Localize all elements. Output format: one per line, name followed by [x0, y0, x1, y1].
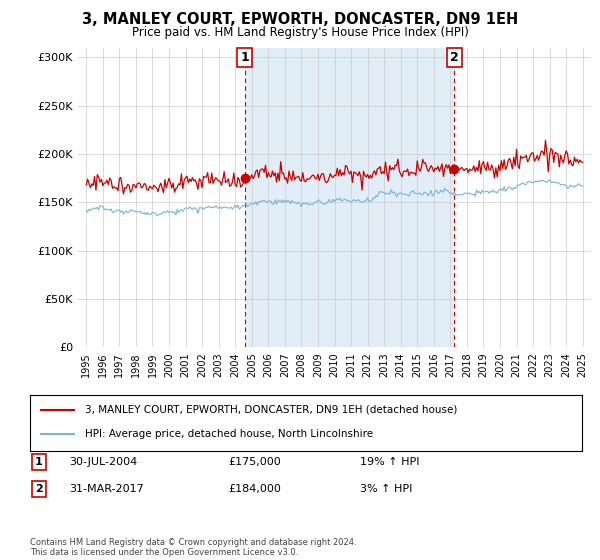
Text: 1: 1 [35, 457, 43, 467]
Bar [245, 48, 454, 347]
Text: 19% ↑ HPI: 19% ↑ HPI [360, 457, 419, 467]
Text: 2: 2 [35, 484, 43, 494]
Text: Price paid vs. HM Land Registry's House Price Index (HPI): Price paid vs. HM Land Registry's House … [131, 26, 469, 39]
Text: HPI: Average price, detached house, North Lincolnshire: HPI: Average price, detached house, Nort… [85, 429, 373, 439]
Text: Contains HM Land Registry data © Crown copyright and database right 2024.
This d: Contains HM Land Registry data © Crown c… [30, 538, 356, 557]
Text: 3, MANLEY COURT, EPWORTH, DONCASTER, DN9 1EH: 3, MANLEY COURT, EPWORTH, DONCASTER, DN9… [82, 12, 518, 27]
Text: £184,000: £184,000 [228, 484, 281, 494]
Text: 3, MANLEY COURT, EPWORTH, DONCASTER, DN9 1EH (detached house): 3, MANLEY COURT, EPWORTH, DONCASTER, DN9… [85, 405, 458, 415]
Text: 3% ↑ HPI: 3% ↑ HPI [360, 484, 412, 494]
Text: 2: 2 [450, 51, 459, 64]
Text: £175,000: £175,000 [228, 457, 281, 467]
Text: 1: 1 [241, 51, 249, 64]
Text: 30-JUL-2004: 30-JUL-2004 [69, 457, 137, 467]
Text: 31-MAR-2017: 31-MAR-2017 [69, 484, 144, 494]
